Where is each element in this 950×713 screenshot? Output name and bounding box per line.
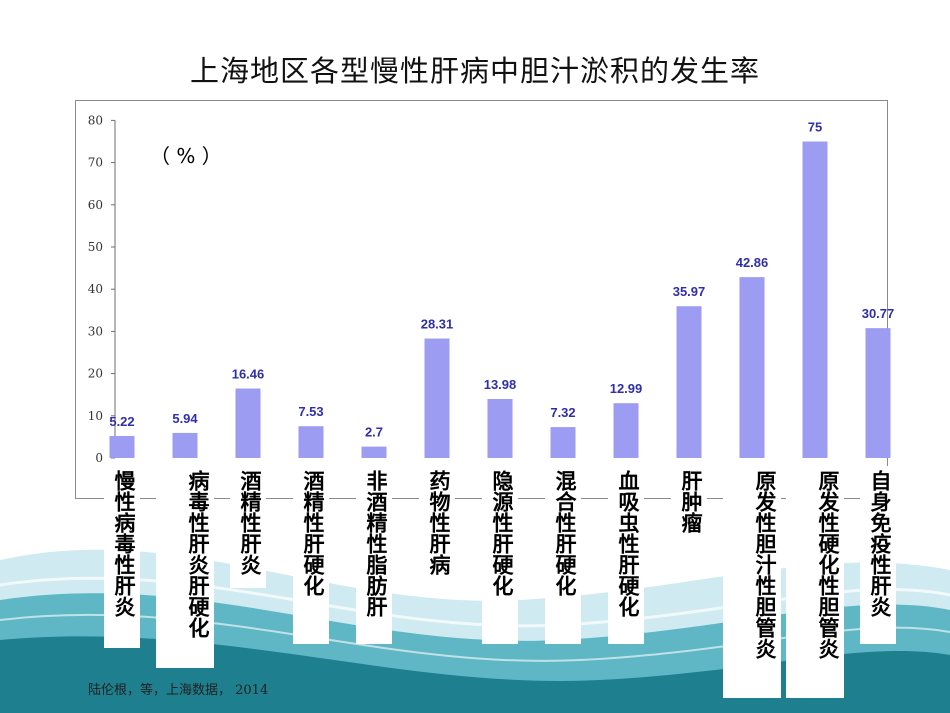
bar [802, 141, 828, 458]
category-label: 混合性肝硬化 [545, 466, 581, 644]
bar-value-label: 42.86 [736, 255, 769, 270]
category-label: 自身免疫性肝炎 [860, 466, 896, 644]
bar-value-label: 5.22 [109, 414, 134, 429]
bar [424, 338, 450, 458]
bar-value-label: 75 [808, 120, 822, 135]
y-tick-label: 60 [88, 198, 103, 212]
bar-value-label: 28.31 [421, 317, 454, 332]
category-label: 酒精性肝炎 [230, 466, 266, 588]
y-tick-label: 10 [88, 409, 103, 423]
bar [361, 446, 387, 458]
bar-value-label: 30.77 [862, 306, 895, 321]
category-label: 原发性胆汁性胆管炎 [723, 466, 781, 698]
category-label: 药物性肝病 [419, 466, 455, 588]
bar [865, 328, 891, 458]
y-tick-label: 30 [88, 324, 103, 338]
category-label: 隐源性肝硬化 [482, 466, 518, 644]
bar [487, 399, 513, 458]
y-tick-label: 80 [88, 113, 103, 127]
bar-value-label: 13.98 [484, 377, 517, 392]
category-label: 原发性硬化性胆管炎 [786, 466, 844, 698]
bar-value-label: 12.99 [610, 381, 643, 396]
category-label: 肝肿瘤 [671, 466, 707, 562]
bar [109, 435, 135, 458]
bar [298, 426, 324, 458]
category-label: 酒精性肝硬化 [293, 466, 329, 644]
bar [613, 403, 639, 458]
wave-dark [0, 636, 950, 713]
bar [235, 388, 261, 458]
y-tick-label: 20 [88, 367, 103, 381]
bar-value-label: 16.46 [232, 367, 265, 382]
category-label: 血吸虫性肝硬化 [608, 466, 644, 644]
bar-value-label: 2.7 [365, 425, 383, 440]
bar [739, 277, 765, 458]
bar-value-label: 7.53 [298, 404, 323, 419]
bar [172, 432, 198, 458]
chart-title: 上海地区各型慢性肝病中胆汁淤积的发生率 [189, 54, 760, 88]
plot-frame [75, 100, 888, 499]
bar-value-label: 7.32 [550, 405, 575, 420]
y-axis-unit-label: （ % ） [150, 144, 222, 168]
category-label: 非酒精性脂肪肝 [356, 466, 392, 644]
category-label: 慢性病毒性肝炎 [104, 466, 140, 648]
bar [550, 427, 576, 458]
category-label: 病毒性肝炎肝硬化 [156, 466, 214, 668]
y-tick-label: 50 [88, 240, 103, 254]
y-tick-label: 0 [95, 451, 103, 465]
bar [676, 306, 702, 458]
bar-value-label: 35.97 [673, 284, 706, 299]
bar-value-label: 5.94 [172, 411, 198, 426]
y-tick-label: 70 [88, 156, 103, 170]
y-tick-label: 40 [88, 282, 103, 296]
source-citation: 陆伦根，等，上海数据， 2014 [88, 683, 269, 698]
